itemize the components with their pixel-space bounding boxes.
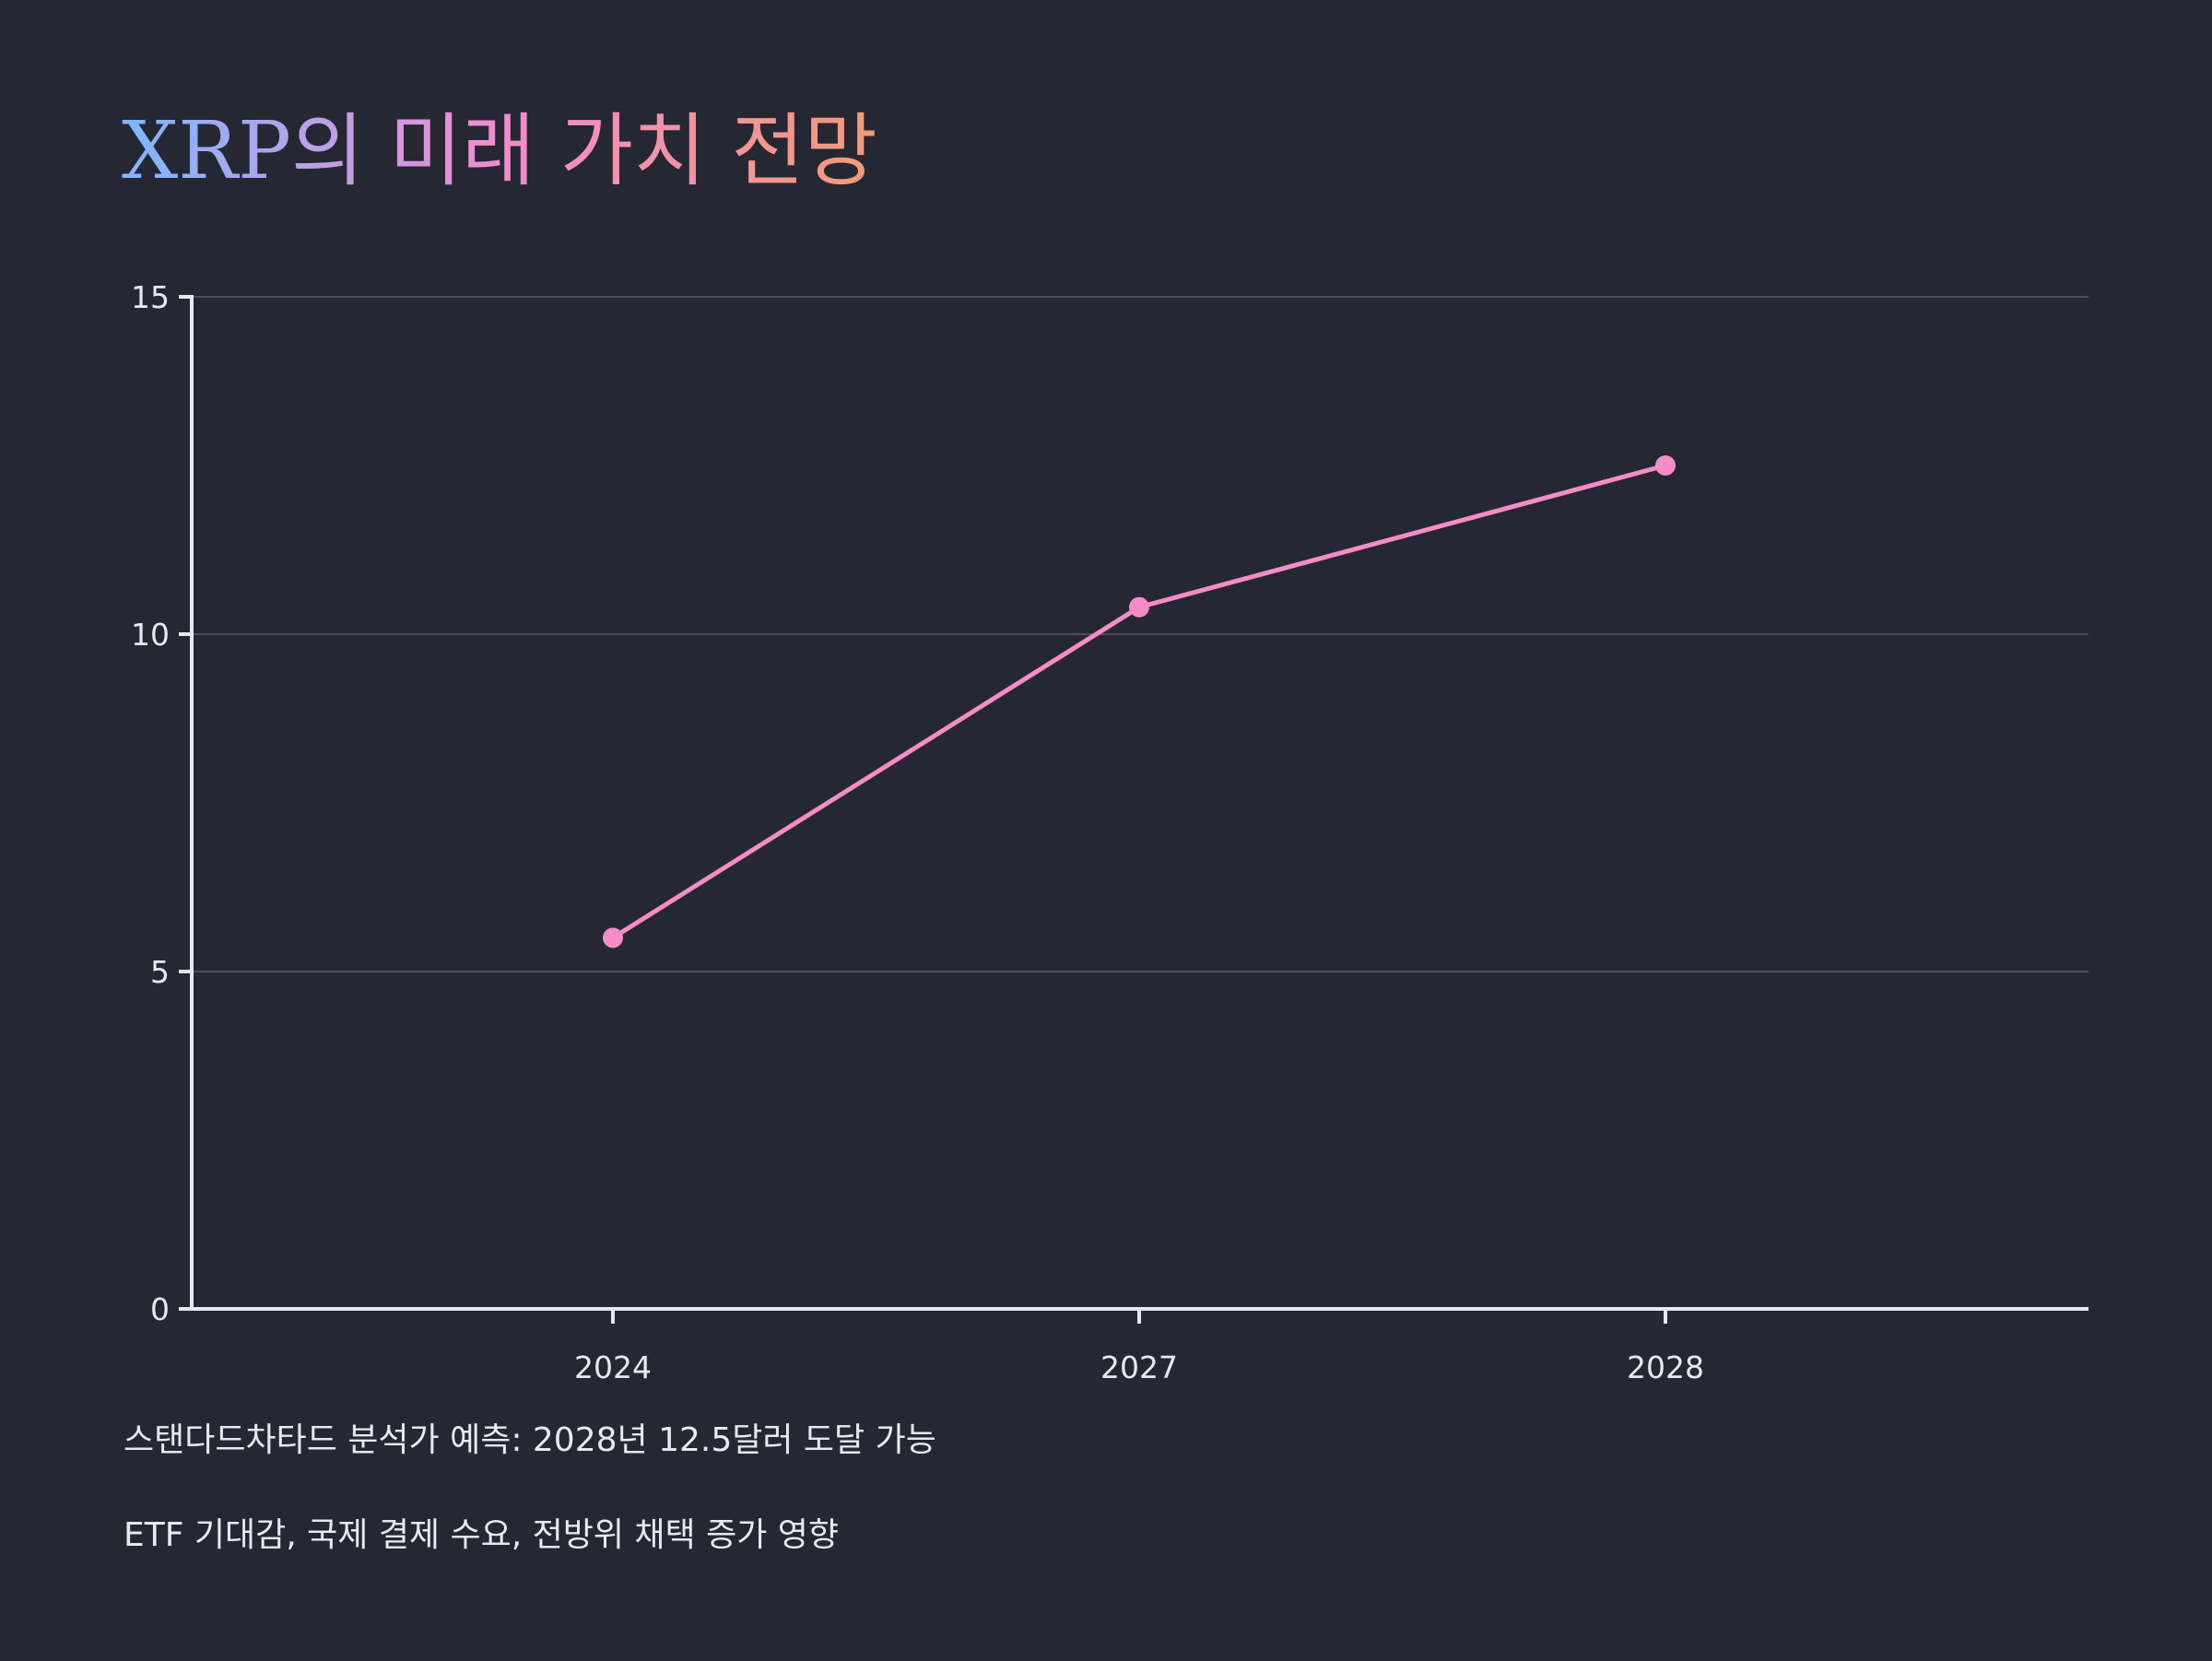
- chart-title: XRP의 미래 가치 전망: [122, 105, 877, 197]
- axes: [179, 295, 2088, 1324]
- data-point-2024: [603, 927, 623, 948]
- annotation-forecast: 스탠다드차타드 분석가 예측: 2028년 12.5달러 도달 가능: [124, 1421, 936, 1459]
- data-point-2027: [1129, 596, 1149, 618]
- series-layer: [603, 455, 1676, 948]
- x-tick-label-2024: 2024: [574, 1349, 652, 1385]
- series-line-0: [610, 463, 1668, 940]
- y-tick-label-15: 15: [131, 279, 170, 315]
- grid-lines: [192, 296, 2088, 972]
- annotation-drivers: ETF 기대감, 국제 결제 수요, 전방위 채택 증가 영향: [124, 1516, 839, 1554]
- x-tick-label-2027: 2027: [1100, 1349, 1178, 1385]
- y-tick-label-10: 10: [131, 617, 170, 653]
- y-tick-label-5: 5: [150, 954, 170, 990]
- tick-labels: 0 5 10 15 2024 2027 2028: [131, 279, 1704, 1385]
- x-tick-label-2028: 2028: [1627, 1349, 1704, 1385]
- y-tick-label-0: 0: [150, 1291, 170, 1327]
- data-point-2028: [1655, 455, 1676, 476]
